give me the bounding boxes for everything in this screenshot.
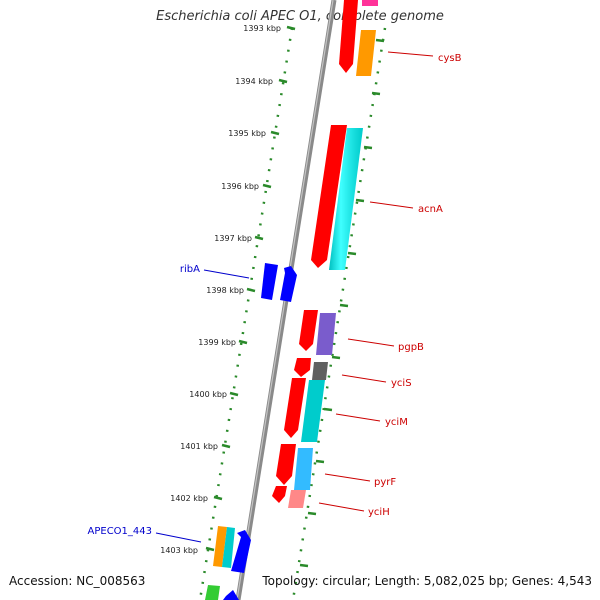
gene-red-top-cysB (339, 0, 358, 73)
kbp-tick-right (347, 251, 357, 256)
gene-label-cysB[interactable]: cysB (438, 53, 462, 64)
kbp-tick-right (331, 355, 341, 360)
callout-ribA (203, 269, 250, 279)
gene-purple-pgpB (316, 313, 336, 355)
callout-APECO1_443 (155, 532, 202, 543)
genome-stats-label: Topology: circular; Length: 5,082,025 bp… (262, 574, 592, 588)
gene-sky-pyrF (294, 448, 313, 490)
gene-label-ribA[interactable]: ribA (180, 264, 200, 275)
gene-blue-APECO1_443 (231, 530, 251, 573)
kbp-tick-right (375, 38, 385, 43)
kbp-label: 1395 kbp (228, 129, 266, 138)
kbp-tick-right (355, 198, 365, 203)
kbp-label: 1396 kbp (221, 182, 259, 191)
callout-pgpB (347, 338, 395, 347)
kbp-tick (270, 130, 280, 136)
callout-pyrF (324, 473, 371, 482)
gene-label-yciH[interactable]: yciH (368, 507, 390, 518)
kbp-label: 1403 kbp (160, 546, 198, 555)
callout-yciS (341, 374, 387, 383)
gene-label-yciM[interactable]: yciM (385, 417, 408, 428)
gene-orange-cysB (356, 30, 376, 76)
gene-pink-top (362, 0, 378, 6)
kbp-label: 1398 kbp (206, 286, 244, 295)
gene-red-pyrF (276, 444, 296, 485)
kbp-label: 1400 kbp (189, 390, 227, 399)
gene-red-yciS (294, 358, 311, 377)
gene-red-pgpB (299, 310, 318, 351)
gene-orange-APECO1_443 (213, 526, 227, 567)
kbp-tick (205, 546, 215, 552)
gene-red-acnA (311, 125, 347, 268)
kbp-tick (238, 339, 248, 345)
gene-green-bottom (205, 585, 220, 600)
kbp-tick (213, 495, 223, 501)
gene-red-yciM (284, 378, 306, 438)
gene-teal-yciM (301, 380, 325, 442)
gene-gray-yciS (312, 362, 328, 380)
accession-label: Accession: NC_008563 (9, 574, 146, 588)
gene-salmon-yciH (288, 490, 306, 508)
gene-cyan-acnA-shade (329, 128, 363, 270)
kbp-tick-right (315, 459, 325, 464)
gene-label-APECO1_443[interactable]: APECO1_443 (88, 526, 153, 537)
map-title: Escherichia coli APEC O1, complete genom… (156, 9, 444, 24)
gene-blue-bottom (223, 590, 239, 600)
callout-yciH (318, 502, 365, 512)
gene-red-yciH (272, 486, 287, 503)
gene-blue-ribA-a (261, 263, 278, 300)
kbp-label: 1393 kbp (243, 24, 281, 33)
kbp-label: 1397 kbp (214, 234, 252, 243)
gene-label-pyrF[interactable]: pyrF (374, 477, 396, 488)
kbp-tick-right (339, 303, 349, 308)
kbp-tick (229, 391, 239, 397)
gene-blue-ribA-b (280, 266, 297, 302)
kbp-tick (254, 235, 264, 241)
kbp-label: 1399 kbp (198, 338, 236, 347)
callout-acnA (369, 201, 414, 209)
kbp-tick (221, 443, 231, 449)
kbp-label: 1402 kbp (170, 494, 208, 503)
gene-label-yciS[interactable]: yciS (391, 378, 412, 389)
kbp-tick (262, 183, 272, 189)
kbp-tick-right (299, 563, 309, 568)
left-track-guide (198, 27, 294, 600)
callout-yciM (335, 413, 381, 422)
kbp-label: 1394 kbp (235, 77, 273, 86)
kbp-tick (278, 78, 288, 84)
kbp-tick-right (363, 145, 373, 150)
kbp-tick-right (371, 91, 381, 96)
gene-cyan-APECO1_443 (222, 527, 235, 568)
kbp-tick-right (323, 407, 333, 412)
kbp-label: 1401 kbp (180, 442, 218, 451)
kbp-tick (286, 25, 296, 31)
callout-cysB (387, 51, 434, 57)
gene-label-pgpB[interactable]: pgpB (398, 342, 424, 353)
kbp-tick-right (307, 511, 317, 516)
gene-label-acnA[interactable]: acnA (418, 204, 443, 215)
kbp-tick (246, 287, 256, 293)
